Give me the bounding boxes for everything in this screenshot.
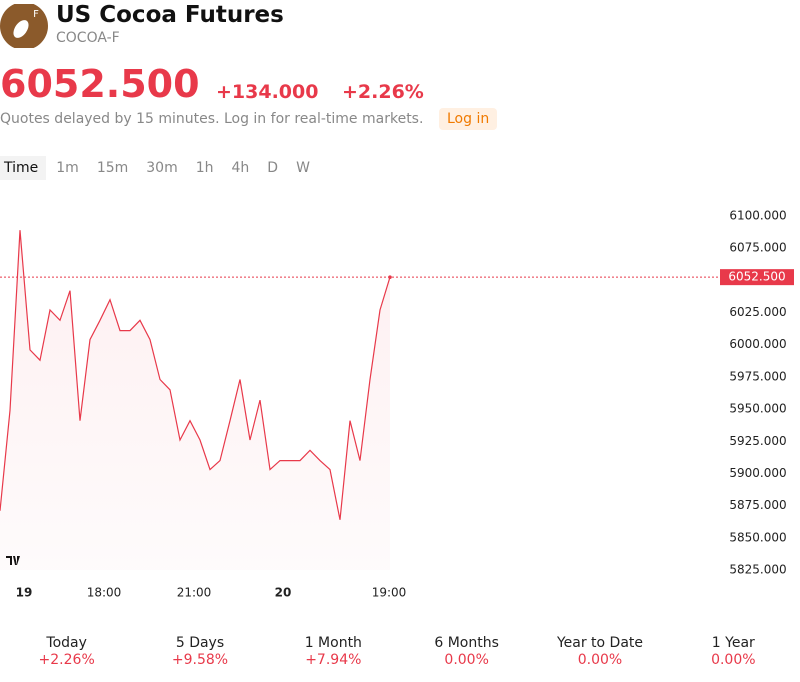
- price: 6052.500: [0, 62, 200, 106]
- period-change: +9.58%: [171, 652, 229, 668]
- x-tick-label: 19:00: [372, 586, 407, 600]
- period-item[interactable]: 1 Month +7.94%: [267, 635, 400, 668]
- interval-button[interactable]: 30m: [146, 160, 178, 176]
- period-bar: Today +2.26% 5 Days +9.58% 1 Month +7.94% 6 Mo…: [0, 635, 800, 668]
- period-name: 1 Month: [304, 635, 362, 651]
- leaf: [13, 20, 29, 38]
- period-change: 0.00%: [444, 652, 489, 668]
- change-pct: +2.26%: [342, 81, 424, 103]
- period-name: 1 Year: [711, 635, 755, 651]
- period-name: 5 Days: [175, 635, 225, 651]
- period-item[interactable]: 6 Months 0.00%: [400, 635, 533, 668]
- period-item[interactable]: Year to Date 0.00%: [533, 635, 666, 668]
- period-item[interactable]: 1 Year 0.00%: [667, 635, 800, 668]
- x-tick-label: 21:00: [177, 586, 212, 600]
- period-name: Year to Date: [556, 635, 643, 651]
- y-tick-label: 5950.000: [729, 402, 786, 416]
- x-tick-label: 19: [16, 586, 33, 600]
- last-price-dot: [388, 275, 392, 279]
- y-tick-label: 6000.000: [729, 337, 786, 351]
- logo: F: [0, 4, 48, 48]
- period-change: +2.26%: [38, 652, 95, 668]
- interval-button[interactable]: Time: [0, 156, 47, 180]
- period-item[interactable]: Today +2.26%: [0, 635, 133, 668]
- login-button[interactable]: Log in: [439, 108, 498, 130]
- interval-button[interactable]: 4h: [231, 160, 250, 176]
- period-change: 0.00%: [711, 652, 756, 668]
- area: [0, 230, 390, 570]
- x-tick-label: 18:00: [87, 586, 122, 600]
- notice: Quotes delayed by 15 minutes. Log in for…: [0, 111, 424, 127]
- period-change: +7.94%: [305, 652, 362, 668]
- interval-bar: Time 1m 15m 30m 1h 4h D W: [0, 156, 324, 180]
- y-tick-label: 6025.000: [729, 305, 786, 319]
- title: US Cocoa Futures: [56, 2, 284, 28]
- interval-button[interactable]: 1m: [56, 160, 79, 176]
- logo-letter: F: [33, 9, 39, 20]
- y-tick-label: 6100.000: [729, 209, 786, 223]
- interval-button[interactable]: D: [267, 160, 279, 176]
- price-line: [0, 230, 391, 520]
- y-tick-label: 5925.000: [729, 434, 786, 448]
- y-tick-label: 5825.000: [729, 563, 786, 577]
- interval-button[interactable]: 15m: [96, 160, 129, 176]
- y-tick-label: 6075.000: [729, 241, 786, 255]
- last-price-tag: [720, 269, 794, 286]
- period-change: 0.00%: [577, 652, 623, 668]
- y-tick-label: 5875.000: [729, 498, 786, 512]
- period-item[interactable]: 5 Days +9.58%: [133, 635, 266, 668]
- change: +134.000: [216, 81, 319, 103]
- interval-button[interactable]: 1h: [195, 160, 214, 176]
- interval-button[interactable]: W: [296, 160, 310, 176]
- y-tick-label: 5850.000: [729, 530, 786, 544]
- last-price-label: 6052.500: [728, 270, 785, 284]
- period-name: Today: [46, 635, 87, 651]
- period-name: 6 Months: [434, 635, 499, 651]
- y-tick-label: 5975.000: [729, 369, 786, 383]
- symbol: COCOA-F: [56, 30, 120, 46]
- y-tick-label: 5900.000: [729, 466, 786, 480]
- chart: 5825.000 5850.000 5875.000 5900.000 5925.000…: [0, 209, 794, 600]
- x-tick-label: 20: [275, 586, 292, 600]
